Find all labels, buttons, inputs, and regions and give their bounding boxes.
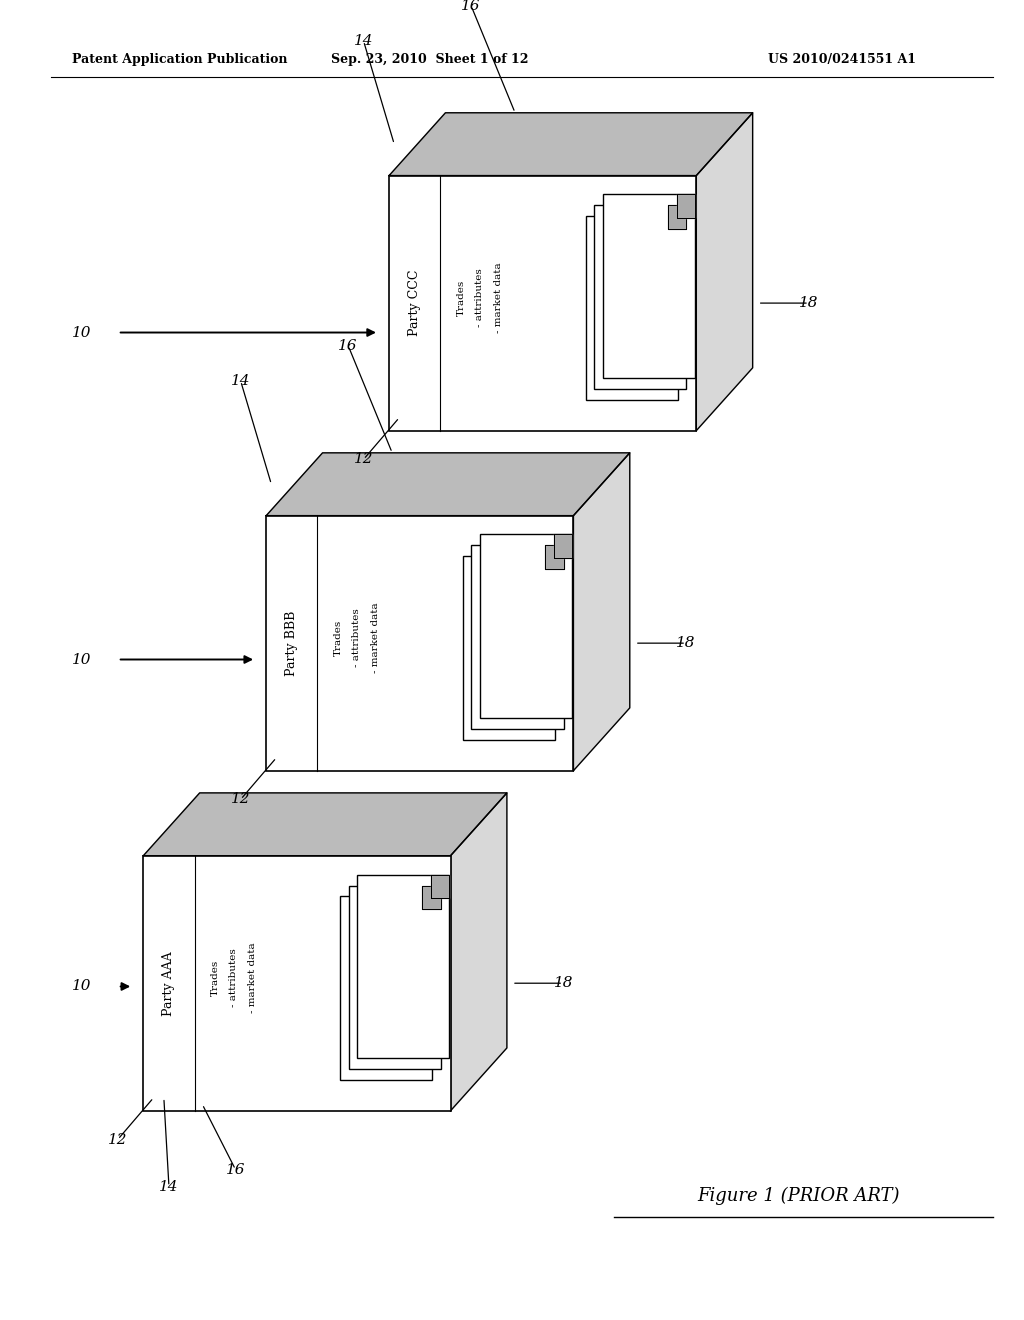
Polygon shape (696, 112, 753, 430)
Text: 18: 18 (676, 636, 696, 651)
Polygon shape (389, 112, 753, 176)
Bar (340, 896, 432, 1080)
Text: Party BBB: Party BBB (285, 610, 298, 676)
Bar (463, 557, 555, 741)
Text: 10: 10 (72, 652, 91, 667)
Text: 18: 18 (799, 296, 819, 310)
Polygon shape (414, 896, 432, 920)
Bar (480, 535, 572, 718)
Text: - attributes: - attributes (229, 949, 239, 1007)
Text: US 2010/0241551 A1: US 2010/0241551 A1 (768, 53, 916, 66)
Polygon shape (545, 545, 563, 569)
Bar (586, 216, 678, 400)
Text: 14: 14 (159, 1180, 179, 1193)
Bar (603, 194, 695, 378)
Bar (266, 516, 573, 771)
Bar (471, 545, 563, 729)
Text: Trades: Trades (211, 960, 220, 997)
Bar (357, 875, 450, 1059)
Polygon shape (677, 194, 695, 218)
Text: 18: 18 (553, 977, 573, 990)
Polygon shape (143, 793, 507, 855)
Text: 16: 16 (338, 339, 358, 352)
Polygon shape (573, 453, 630, 771)
Text: 10: 10 (72, 326, 91, 339)
Text: Trades: Trades (334, 620, 343, 656)
Text: 14: 14 (230, 374, 251, 388)
Polygon shape (668, 206, 686, 228)
Polygon shape (266, 453, 630, 516)
Text: Patent Application Publication: Patent Application Publication (72, 53, 287, 66)
Text: 12: 12 (353, 453, 374, 466)
Bar (348, 886, 440, 1069)
Text: Party AAA: Party AAA (162, 950, 175, 1015)
Text: 10: 10 (72, 979, 91, 994)
Text: Sep. 23, 2010  Sheet 1 of 12: Sep. 23, 2010 Sheet 1 of 12 (332, 53, 528, 66)
Text: - market data: - market data (248, 942, 257, 1014)
Text: 12: 12 (230, 792, 251, 807)
Polygon shape (554, 535, 572, 558)
Text: Trades: Trades (457, 280, 466, 315)
Text: 16: 16 (461, 0, 481, 13)
Text: Figure 1 (PRIOR ART): Figure 1 (PRIOR ART) (697, 1187, 900, 1205)
Polygon shape (537, 557, 555, 579)
Text: - attributes: - attributes (352, 609, 361, 668)
Text: - market data: - market data (494, 263, 503, 334)
Text: - attributes: - attributes (475, 268, 484, 327)
Text: 16: 16 (225, 1163, 246, 1176)
Text: 14: 14 (353, 34, 374, 48)
Polygon shape (422, 886, 440, 909)
Text: - market data: - market data (371, 603, 380, 673)
Polygon shape (431, 875, 450, 898)
Polygon shape (451, 793, 507, 1110)
Text: 12: 12 (108, 1133, 128, 1147)
Bar (389, 176, 696, 430)
Bar (143, 855, 451, 1110)
Polygon shape (659, 216, 678, 240)
Bar (594, 206, 686, 389)
Text: Party CCC: Party CCC (408, 269, 421, 337)
